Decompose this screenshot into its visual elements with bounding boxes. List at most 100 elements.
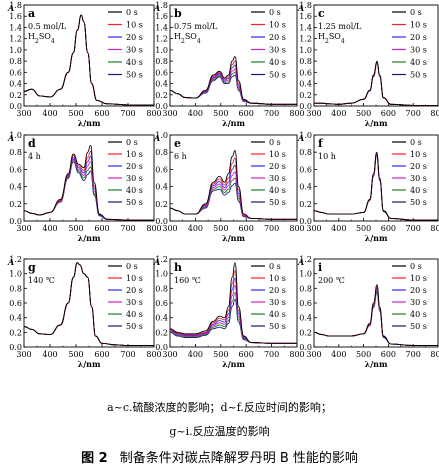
y-tick-label: 1.2: [155, 255, 168, 264]
legend-label: 30 s: [126, 298, 143, 307]
x-tick-label: 300: [162, 350, 177, 359]
series-line-30s: [313, 61, 438, 106]
y-tick-label: 1.0: [299, 46, 312, 55]
x-tick-label: 300: [16, 350, 31, 359]
y-tick-label: 0.2: [9, 91, 22, 100]
legend-label: 20 s: [269, 162, 286, 171]
condition-label: 200 ℃: [318, 276, 345, 285]
y-tick-label: 1.0: [155, 46, 168, 55]
y-tick-label: 1.8: [299, 1, 312, 10]
y-tick-label: 1.8: [9, 1, 22, 10]
figure-number: 图 2: [81, 451, 108, 466]
x-tick-label: 300: [162, 109, 177, 118]
y-tick-label: 0.2: [9, 200, 22, 209]
x-tick-label: 600: [94, 350, 109, 359]
x-tick-label: 400: [188, 350, 203, 359]
x-tick-label: 700: [406, 109, 421, 118]
legend-label: 10 s: [269, 274, 286, 283]
y-tick-label: 0.4: [155, 183, 168, 192]
legend-label: 50 s: [410, 198, 427, 207]
y-tick-label: 0.4: [9, 314, 22, 323]
y-tick-label: 1.8: [155, 1, 168, 10]
legend-label: 0 s: [126, 262, 138, 271]
legend-label: 10 s: [410, 274, 427, 283]
x-tick-label: 800: [289, 350, 304, 359]
x-tick-label: 300: [306, 109, 321, 118]
y-tick-label: 0.6: [155, 299, 168, 308]
x-tick-label: 700: [264, 224, 279, 233]
caption-note-1: a~c.硫酸浓度的影响；d~f.反应时间的影响；: [107, 401, 332, 414]
x-axis-label: λ/nm: [78, 118, 101, 128]
y-tick-label: 0.8: [299, 284, 312, 293]
legend-label: 40 s: [126, 58, 143, 67]
x-tick-label: 700: [120, 224, 135, 233]
panel-letter: g: [28, 261, 36, 274]
y-tick-label: 0.4: [9, 183, 22, 192]
y-tick-label: 1.4: [299, 23, 312, 32]
x-tick-label: 500: [68, 109, 83, 118]
x-tick-label: 800: [430, 109, 439, 118]
y-axis-label: A: [297, 133, 304, 143]
y-tick-label: 1.2: [9, 255, 22, 264]
y-tick-label: 0.0: [155, 102, 168, 111]
y-tick-label: 0.4: [155, 314, 168, 323]
legend-label: 0 s: [410, 262, 422, 271]
x-tick-label: 700: [264, 109, 279, 118]
series-line-0s: [169, 56, 297, 105]
y-tick-label: 1.0: [299, 270, 312, 279]
series-line-0s: [23, 14, 154, 106]
y-tick-label: 1.2: [299, 255, 312, 264]
legend-label: 30 s: [410, 298, 427, 307]
y-axis-label: A: [297, 257, 304, 267]
x-tick-label: 500: [213, 350, 228, 359]
condition-label: 140 ℃: [28, 276, 55, 285]
x-tick-label: 300: [16, 109, 31, 118]
legend-label: 20 s: [126, 33, 143, 42]
panel-letter: e: [174, 137, 181, 150]
condition-label: 1.25 mol/L: [318, 22, 362, 31]
x-tick-label: 800: [146, 350, 161, 359]
x-axis-label: λ/nm: [222, 233, 245, 243]
figure-caption: 图 2 制备条件对碳点降解罗丹明 B 性能的影响: [0, 447, 439, 466]
x-tick-label: 400: [188, 109, 203, 118]
panel-f: 300 400 500 600 700 800 λ/nm 0.0 0.2 0.4 0.6 0.8 1.0…: [297, 131, 439, 243]
legend-label: 10 s: [410, 21, 427, 30]
legend-label: 40 s: [410, 310, 427, 319]
spectra-panels: 300 400 500 600 700 800 λ/nm 0.0 0.2 0.4 0.6 0.8 1.0…: [7, 1, 439, 369]
y-tick-label: 1.4: [155, 23, 168, 32]
y-tick-label: 0.4: [9, 80, 22, 89]
y-axis-label: A: [7, 3, 14, 13]
legend-label: 40 s: [126, 186, 143, 195]
y-axis-label: A: [153, 3, 160, 13]
panel-letter: f: [318, 137, 324, 150]
panel-a: 300 400 500 600 700 800 λ/nm 0.0 0.2 0.4 0.6 0.8 1.0…: [7, 1, 162, 128]
y-tick-label: 0.2: [155, 200, 168, 209]
x-tick-label: 600: [94, 224, 109, 233]
x-axis-label: λ/nm: [222, 118, 245, 128]
x-tick-label: 800: [146, 224, 161, 233]
legend-label: 50 s: [269, 71, 286, 80]
y-tick-label: 0.2: [299, 91, 312, 100]
condition-label: 160 ℃: [174, 276, 201, 285]
panel-e: 300 400 500 600 700 800 λ/nm 0.0 0.2 0.4 0.6 0.8 1.0…: [153, 131, 305, 243]
y-tick-label: 1.0: [299, 131, 312, 140]
panel-b: 300 400 500 600 700 800 λ/nm 0.0 0.2 0.4 0.6 0.8 1.0…: [153, 1, 305, 128]
x-tick-label: 800: [289, 224, 304, 233]
y-tick-label: 0.8: [299, 148, 312, 157]
y-tick-label: 1.0: [9, 270, 22, 279]
x-tick-label: 700: [406, 350, 421, 359]
y-axis-label: A: [297, 3, 304, 13]
panel-letter: i: [318, 261, 322, 274]
series-line-0s: [313, 151, 438, 221]
legend-label: 40 s: [269, 58, 286, 67]
legend-label: 20 s: [269, 33, 286, 42]
legend-label: 40 s: [126, 310, 143, 319]
y-tick-label: 0.6: [9, 68, 22, 77]
x-tick-label: 400: [331, 224, 346, 233]
y-tick-label: 0.0: [155, 217, 168, 226]
x-tick-label: 700: [406, 224, 421, 233]
y-tick-label: 1.6: [299, 12, 312, 21]
y-tick-label: 0.0: [299, 343, 312, 352]
y-tick-label: 0.6: [155, 165, 168, 174]
